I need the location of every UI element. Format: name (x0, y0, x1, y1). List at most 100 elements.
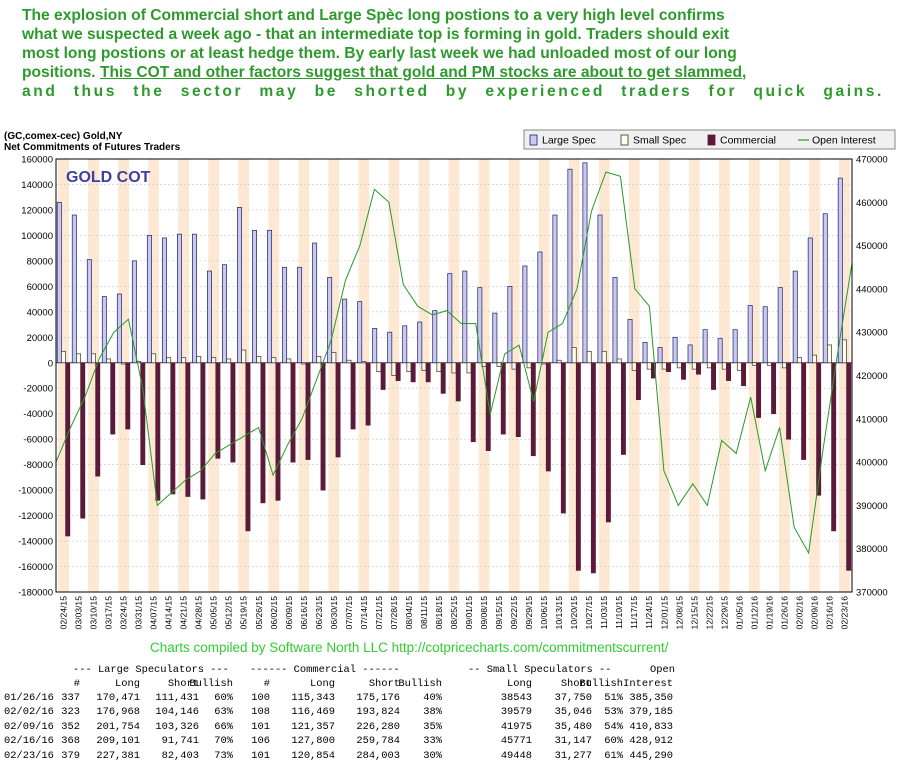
x-axis-labels: 02/24/15 03/03/15 03/10/15 03/17/15 03/24/15… (59, 596, 850, 630)
table-cell: 70% (214, 735, 233, 748)
large-spec-bar (71, 214, 77, 364)
table-cell: 120,854 (291, 749, 335, 762)
commercial-bar (711, 362, 716, 390)
small-spec-bar (812, 354, 817, 364)
table-cell: 121,357 (291, 720, 335, 733)
small-spec-bar (136, 361, 142, 364)
commercial-bar (455, 362, 461, 402)
commercial-bar (771, 362, 777, 415)
small-spec-bar (376, 362, 382, 373)
commercial-bar (215, 362, 221, 459)
small-spec-bar (451, 362, 457, 374)
left-y-tick-label: 140000 (21, 180, 53, 191)
large-spec-bar (207, 270, 212, 364)
date-band (358, 159, 370, 592)
commercial-bar (110, 362, 116, 435)
table-cell: 170,471 (96, 692, 140, 704)
large-spec-bar (222, 264, 227, 364)
date-band (298, 159, 310, 592)
commercial-bar (666, 362, 671, 373)
small-spec-bar (631, 362, 637, 371)
column-header: Short (368, 678, 400, 690)
table-cell: 39579 (500, 706, 532, 719)
x-tick-label: 03/17/15 (104, 596, 114, 630)
column-header: Bullish (398, 678, 442, 690)
commercial-bar (545, 362, 551, 472)
date-band (118, 159, 129, 592)
x-tick-label: 11/24/15 (644, 596, 654, 629)
commercial-bar (320, 362, 326, 491)
small-spec-bar (331, 352, 337, 364)
x-tick-label: 12/15/15 (689, 596, 699, 630)
x-tick-label: 09/08/15 (479, 596, 489, 630)
x-tick-label: 07/07/15 (344, 596, 354, 630)
date-band (448, 159, 460, 592)
large-spec-bar (372, 328, 378, 364)
small-spec-bar (121, 362, 127, 365)
commentary-line-4: positions. This COT and other factors su… (22, 63, 884, 82)
small-spec-bar (827, 344, 832, 364)
x-tick-label: 12/29/15 (719, 596, 729, 630)
commercial-bar (230, 362, 236, 463)
commercial-group-header: ------ Commercial ------ (250, 664, 400, 676)
table-cell: 63% (214, 706, 233, 719)
left-y-tick-label: 0 (48, 358, 53, 369)
commercial-bar (696, 362, 701, 375)
table-cell: 108 (251, 706, 270, 719)
left-y-tick-label: -60000 (23, 435, 53, 446)
x-tick-label: 03/10/15 (89, 596, 99, 630)
right-y-tick-label: 460000 (856, 198, 888, 209)
small-spec-bar (511, 362, 517, 370)
large-spec-bar (837, 177, 843, 364)
x-tick-label: 05/05/15 (209, 596, 219, 630)
x-tick-label: 10/20/15 (569, 596, 579, 630)
table-cell: 37,750 (554, 692, 592, 704)
table-date-cell: 01/26/16 (4, 692, 54, 704)
x-tick-label: 02/02/16 (794, 596, 804, 630)
left-y-tick-label: 120000 (21, 205, 53, 216)
date-band (418, 159, 430, 592)
small-spec-bar (361, 361, 367, 364)
commercial-bar (80, 362, 86, 519)
date-band (88, 159, 99, 592)
small-spec-bar (286, 358, 292, 364)
commercial-bar (470, 362, 476, 443)
table-cell: 193,824 (356, 706, 400, 719)
table-cell: 53% (604, 706, 623, 719)
table-header-row-1: --- Large Speculators --- ------ Commerci… (0, 664, 903, 678)
table-cell: 379 (61, 749, 80, 762)
small-spec-bar (106, 358, 112, 364)
large-spec-bar (672, 336, 678, 364)
large-spec-bar (792, 270, 798, 364)
table-cell: 31,147 (554, 735, 592, 748)
x-tick-label: 10/13/15 (554, 596, 564, 630)
table-cell: 40% (423, 692, 442, 704)
x-tick-label: 04/14/15 (164, 596, 174, 630)
date-band (238, 159, 250, 592)
large-spec-bar (357, 301, 363, 364)
commercial-bar (575, 362, 581, 571)
symbol-header: (GC,comex-cec) Gold,NY (4, 131, 123, 142)
commercial-bar (380, 362, 386, 390)
left-y-axis-labels: -180000 -160000 -140000 -120000 -100000 -8000… (18, 155, 53, 599)
table-cell: 60% (214, 692, 233, 704)
table-cell: 104,146 (155, 706, 199, 719)
large-spec-bar (462, 270, 468, 364)
commercial-bar (260, 362, 266, 504)
x-tick-label: 08/18/15 (434, 596, 444, 630)
commercial-bar (741, 362, 747, 387)
table-cell: 82,403 (161, 749, 199, 762)
large-spec-bar (342, 298, 348, 364)
right-y-tick-label: 420000 (856, 371, 888, 382)
table-date-cell: 02/16/16 (4, 735, 54, 748)
commercial-bar (726, 362, 731, 381)
small-spec-bar (256, 356, 262, 364)
table-cell: 445,290 (629, 749, 673, 762)
x-tick-label: 04/21/15 (179, 596, 189, 630)
commercial-bar (846, 362, 852, 571)
large-spec-bar (432, 310, 438, 364)
right-y-tick-label: 440000 (856, 284, 888, 295)
table-cell: 38% (423, 706, 442, 719)
right-y-tick-label: 390000 (856, 501, 888, 512)
table-row: 02/16/16 368 209,101 91,741 70% 106 127,800 259… (0, 735, 903, 749)
